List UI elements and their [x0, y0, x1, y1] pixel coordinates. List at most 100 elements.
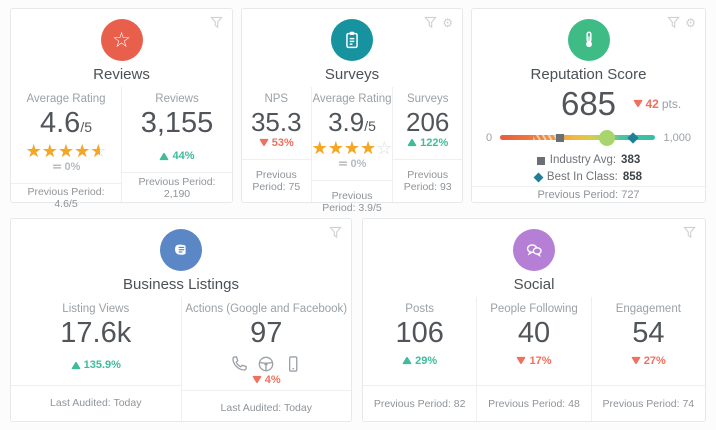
delta-indicator: 17%	[516, 354, 552, 367]
delta-unit: pts.	[661, 96, 682, 111]
metric-value: 54	[632, 317, 665, 349]
thermometer-icon	[585, 31, 592, 48]
delta-text: 4%	[264, 373, 281, 386]
legend-value: 858	[622, 171, 643, 184]
metric-listing-views: Listing Views 17.6k 135.9% Last Audited:…	[11, 297, 181, 421]
metric-label: Average Rating	[26, 93, 106, 105]
delta-text: 0%	[350, 157, 367, 170]
metric-value: 97	[250, 317, 283, 349]
social-card: Social Posts 106 29% Previous Period: 82…	[362, 218, 706, 422]
metric-label: Reviews	[155, 93, 199, 105]
filter-icon[interactable]	[683, 226, 696, 239]
metric-label: Surveys	[406, 93, 449, 105]
metric-actions: Actions (Google and Facebook) 97	[180, 297, 351, 421]
surveys-badge	[331, 19, 373, 61]
action-icons-row	[229, 354, 303, 374]
metric-posts: Posts 106 29% Previous Period: 82	[363, 297, 477, 421]
metric-value: 206	[406, 107, 450, 137]
diamond-marker-icon	[533, 172, 544, 183]
metric-people-following: People Following 40 17% Previous Period:…	[476, 297, 591, 421]
delta-indicator: 44%	[159, 150, 195, 162]
metric-value: 3,155	[140, 107, 214, 139]
reputation-legend: Industry Avg: 383 Best In Class: 858	[472, 152, 705, 187]
delta-text: 135.9%	[83, 359, 121, 372]
delta-text: 0%	[64, 160, 81, 173]
star-fill-row: ★★★★★	[311, 139, 377, 158]
delta-text: 27%	[643, 354, 666, 367]
delta-indicator: 4%	[252, 374, 281, 386]
delta-indicator: 135.9%	[71, 359, 121, 371]
filter-icon[interactable]	[329, 226, 342, 239]
delta-indicator: 27%	[631, 355, 666, 367]
card-title: Reviews	[93, 66, 150, 83]
metric-value: 3.9/5	[328, 107, 376, 137]
listings-badge	[160, 229, 202, 271]
scale-min-label: 0	[486, 131, 493, 144]
metric-label: Engagement	[615, 303, 681, 315]
steering-wheel-icon	[258, 356, 274, 372]
metric-label: Average Rating	[312, 93, 392, 105]
star-rating: ☆☆☆☆☆★★★★★	[26, 142, 107, 161]
metric-label: NPS	[264, 93, 289, 105]
clipboard-icon	[346, 31, 358, 49]
card-title: Social	[513, 276, 555, 293]
star-icon: ☆	[112, 28, 131, 52]
reviews-badge: ☆	[100, 19, 143, 61]
legend-best-in-class: Best In Class: 858	[472, 169, 705, 186]
gear-icon[interactable]: ⚙	[685, 15, 696, 30]
metric-value: 4.6/5	[39, 107, 92, 139]
delta-indicator: 53%	[259, 137, 294, 149]
trend-flat-icon	[52, 162, 62, 171]
delta-indicator: 122%	[407, 137, 448, 149]
card-toolbar	[210, 16, 223, 29]
card-toolbar: ⚙	[424, 16, 453, 29]
metric-average-rating: Average Rating 3.9/5 ☆☆☆☆☆★★★★★ 0% Previ…	[310, 87, 393, 214]
metric-value: 17.6k	[60, 317, 132, 349]
trend-down-icon	[633, 99, 643, 108]
star-outline-row: ☆☆☆☆☆	[311, 137, 393, 159]
trend-up-icon	[402, 356, 412, 365]
reputation-badge	[567, 19, 610, 61]
square-marker-icon	[536, 156, 545, 165]
best-in-class-marker	[627, 132, 640, 144]
industry-avg-marker	[555, 133, 564, 142]
delta-indicator: 42 pts.	[633, 96, 682, 111]
score-marker	[598, 129, 615, 146]
delta-indicator: 0%	[338, 157, 367, 170]
metric-label: Listing Views	[62, 303, 130, 315]
reputation-score-card: ⚙ Reputation Score 685 42 pts. 0 1,000 In…	[471, 8, 706, 203]
reviews-card: ☆ Reviews Average Rating 4.6/5 ☆☆☆☆☆ ★★★★…	[10, 8, 233, 210]
previous-period: Previous Period: 74	[591, 385, 705, 421]
reputation-scale-bar	[500, 129, 656, 146]
trend-down-icon	[252, 375, 262, 384]
previous-period: Previous Period: 2,190	[122, 172, 232, 202]
metric-label: People Following	[490, 303, 578, 315]
last-audited: Last Audited: Today	[181, 389, 351, 426]
surveys-card: ⚙ Surveys NPS 35.3 53% Previous Period: …	[241, 8, 463, 214]
previous-period: Previous Period: 4.6/5	[11, 182, 121, 213]
legend-industry-avg: Industry Avg: 383	[472, 152, 705, 169]
filter-icon[interactable]	[667, 16, 681, 29]
trend-up-icon	[71, 361, 81, 370]
card-toolbar: ⚙	[667, 16, 696, 29]
metric-nps: NPS 35.3 53% Previous Period: 75	[242, 87, 311, 202]
card-title: Reputation Score	[530, 66, 647, 83]
reputation-score-value: 685	[560, 85, 617, 122]
metric-label: Actions (Google and Facebook)	[185, 303, 348, 315]
gear-icon[interactable]: ⚙	[442, 15, 453, 30]
delta-text: 17%	[529, 354, 552, 367]
delta-indicator: 29%	[402, 355, 437, 367]
delta-text: 122%	[420, 136, 449, 149]
metric-value: 40	[517, 317, 551, 349]
card-toolbar	[329, 226, 342, 239]
metric-value: 35.3	[250, 107, 302, 137]
filter-icon[interactable]	[424, 16, 438, 29]
metric-average-rating: Average Rating 4.6/5 ☆☆☆☆☆ ★★★★★ 0% Previ…	[11, 87, 121, 210]
metric-engagement: Engagement 54 27% Previous Period: 74	[590, 297, 705, 421]
previous-period: Previous Period: 93	[393, 158, 462, 203]
trend-down-icon	[259, 138, 269, 147]
phone-icon	[232, 356, 247, 371]
card-title: Surveys	[324, 66, 380, 83]
card-title: Business Listings	[123, 276, 239, 293]
filter-icon[interactable]	[210, 16, 223, 29]
